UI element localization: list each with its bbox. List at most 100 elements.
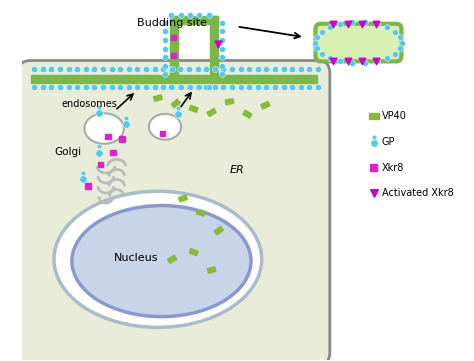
Point bbox=[370, 191, 378, 196]
Point bbox=[271, 66, 279, 71]
Point bbox=[271, 84, 279, 90]
Point bbox=[228, 66, 236, 71]
Point bbox=[95, 110, 102, 116]
Point bbox=[218, 55, 226, 60]
Ellipse shape bbox=[149, 114, 181, 140]
Ellipse shape bbox=[72, 205, 251, 317]
Point bbox=[79, 177, 86, 182]
Point bbox=[211, 66, 219, 71]
Point bbox=[329, 21, 337, 27]
Bar bbox=[85, 183, 91, 189]
Point bbox=[162, 20, 169, 26]
Point bbox=[383, 24, 391, 30]
Bar bbox=[261, 101, 270, 109]
Point bbox=[99, 66, 107, 71]
Bar bbox=[119, 136, 125, 142]
Bar bbox=[243, 110, 252, 118]
Point bbox=[218, 29, 226, 34]
Bar bbox=[110, 150, 116, 156]
Point bbox=[202, 84, 210, 90]
Bar bbox=[214, 226, 223, 235]
Point bbox=[123, 115, 130, 121]
Point bbox=[358, 21, 366, 27]
Point bbox=[162, 29, 169, 34]
Text: Budding site: Budding site bbox=[137, 18, 207, 29]
Point bbox=[151, 66, 158, 71]
Point bbox=[318, 29, 326, 34]
Point bbox=[237, 66, 245, 71]
Point bbox=[56, 66, 64, 71]
Point bbox=[313, 34, 320, 40]
Point bbox=[48, 84, 55, 90]
Point bbox=[168, 12, 175, 18]
Bar bbox=[171, 53, 176, 58]
Point bbox=[73, 84, 81, 90]
Point bbox=[162, 71, 169, 77]
Point bbox=[142, 66, 150, 71]
Point bbox=[306, 66, 313, 71]
Point bbox=[99, 84, 107, 90]
Point bbox=[297, 66, 305, 71]
Point bbox=[326, 24, 334, 30]
Point bbox=[108, 84, 116, 90]
FancyBboxPatch shape bbox=[316, 24, 401, 61]
Point bbox=[159, 66, 167, 71]
Point bbox=[162, 46, 169, 52]
Point bbox=[373, 21, 381, 27]
Bar bbox=[171, 35, 176, 40]
Point bbox=[215, 42, 222, 47]
Bar bbox=[207, 267, 216, 273]
Point bbox=[246, 84, 253, 90]
Point bbox=[162, 37, 169, 43]
Point bbox=[177, 84, 184, 90]
Point bbox=[219, 84, 227, 90]
Point bbox=[297, 84, 305, 90]
Point bbox=[254, 66, 262, 71]
Point bbox=[205, 12, 212, 18]
Point bbox=[314, 84, 322, 90]
Bar bbox=[369, 113, 379, 119]
Point bbox=[95, 150, 102, 156]
Point bbox=[219, 66, 227, 71]
Bar bbox=[105, 134, 110, 139]
Bar bbox=[98, 161, 103, 167]
Bar bbox=[207, 108, 216, 117]
Point bbox=[117, 84, 124, 90]
Point bbox=[313, 45, 320, 51]
Point bbox=[134, 66, 141, 71]
Point bbox=[373, 58, 381, 64]
Point bbox=[134, 84, 141, 90]
Bar bbox=[370, 164, 377, 171]
Text: Activated Xkr8: Activated Xkr8 bbox=[382, 188, 454, 199]
Point bbox=[108, 66, 116, 71]
FancyBboxPatch shape bbox=[18, 61, 330, 361]
Point bbox=[177, 12, 184, 18]
Text: endosomes: endosomes bbox=[61, 99, 117, 109]
Point bbox=[162, 63, 169, 69]
Point bbox=[82, 66, 90, 71]
Point bbox=[288, 84, 296, 90]
Point bbox=[95, 104, 102, 110]
Bar bbox=[171, 99, 180, 108]
Point bbox=[348, 60, 356, 66]
Bar bbox=[160, 131, 164, 136]
Point bbox=[392, 51, 399, 57]
Point bbox=[39, 84, 46, 90]
Point bbox=[228, 84, 236, 90]
Point bbox=[311, 40, 319, 45]
Point bbox=[185, 84, 193, 90]
Point bbox=[125, 66, 133, 71]
Point bbox=[254, 84, 262, 90]
Point bbox=[337, 58, 344, 64]
Point bbox=[162, 55, 169, 60]
Bar bbox=[154, 95, 162, 101]
Point bbox=[370, 140, 378, 146]
Point bbox=[337, 21, 344, 27]
Point bbox=[361, 60, 368, 66]
Point bbox=[280, 84, 287, 90]
Point bbox=[151, 84, 158, 90]
Point bbox=[218, 20, 226, 26]
Point bbox=[117, 66, 124, 71]
Text: GP: GP bbox=[382, 137, 395, 147]
Point bbox=[218, 46, 226, 52]
